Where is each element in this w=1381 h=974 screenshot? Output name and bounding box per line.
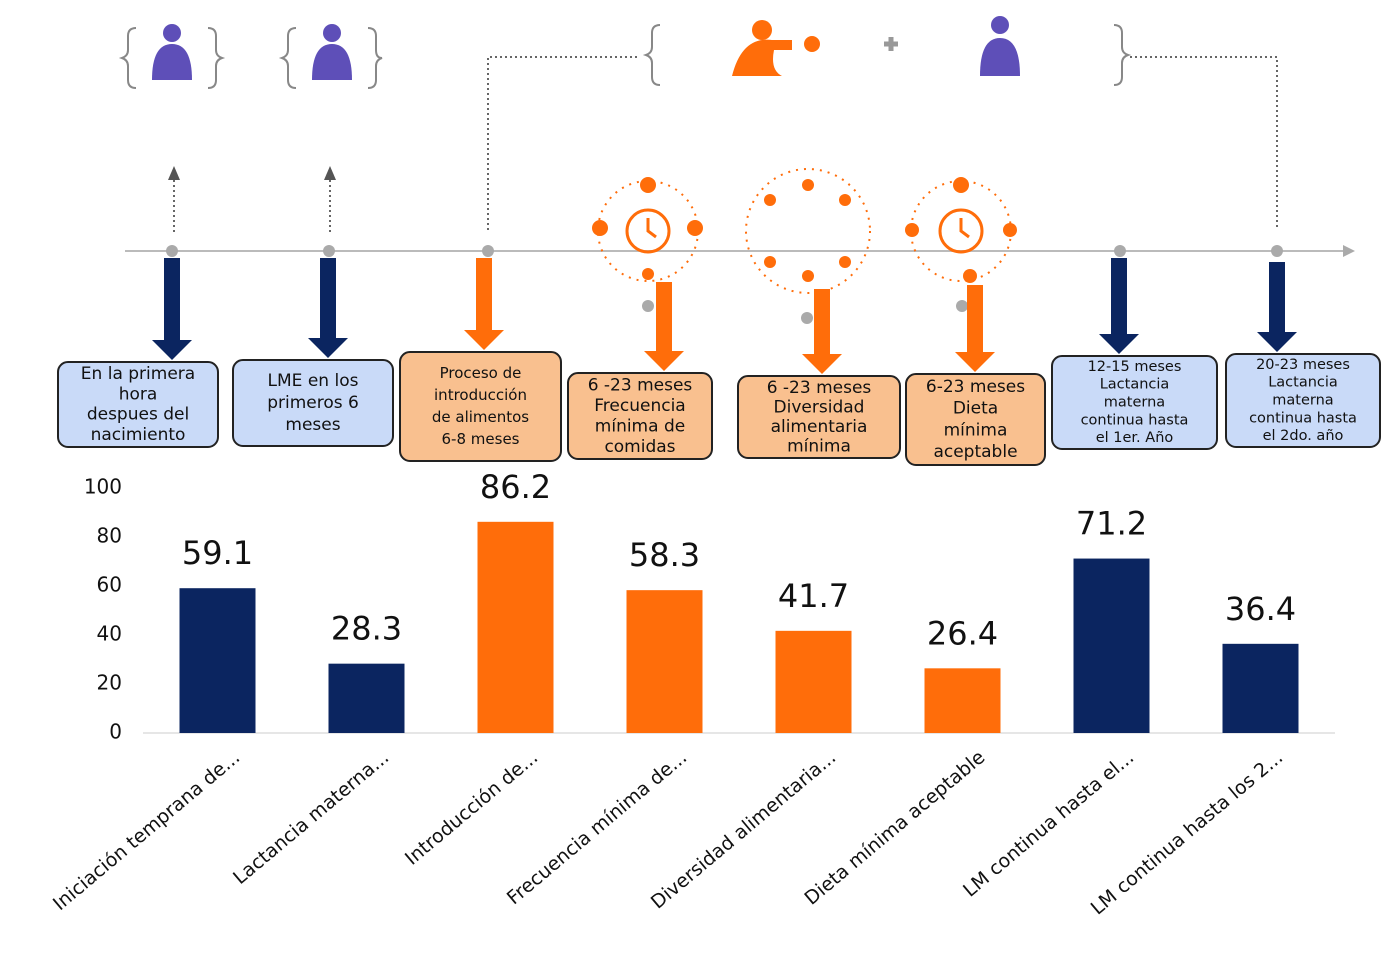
stage-text: comidas — [604, 437, 675, 457]
arrow-shaft — [1111, 258, 1127, 338]
bar — [179, 588, 256, 733]
stage-text: Proceso de — [440, 364, 522, 382]
stage-text: En la primera — [81, 364, 195, 384]
stage-text: mínima — [787, 436, 851, 456]
arrow-head — [464, 330, 504, 350]
stage-text: mínima de — [595, 416, 685, 436]
x-tick-label: LM continua hasta el... — [959, 746, 1138, 901]
timeline-dots — [166, 245, 1283, 324]
arrow-head — [802, 354, 842, 374]
value-label: 58.3 — [629, 536, 700, 574]
stage-text: nacimiento — [91, 425, 186, 445]
bar — [775, 630, 852, 733]
stage-text: materna — [1272, 393, 1333, 409]
arrow-head — [644, 351, 684, 371]
stage-text: Dieta — [953, 399, 998, 419]
dotted-connectors — [173, 56, 1278, 232]
stage-text: 6 -23 meses — [767, 378, 872, 398]
bar — [477, 521, 554, 733]
bar — [1073, 558, 1150, 733]
stage-text: meses — [285, 415, 340, 435]
arrow-head — [308, 338, 348, 358]
arrow-shaft — [1269, 262, 1285, 336]
stage-text: mínima — [944, 420, 1008, 440]
y-tick-label: 20 — [97, 671, 122, 695]
arrow-shaft — [164, 258, 180, 344]
stage-box — [399, 351, 562, 462]
stage-text: el 1er. Año — [1096, 430, 1174, 446]
arrow-head — [955, 352, 995, 372]
stage-text: 6-8 meses — [442, 430, 520, 448]
stage-text: alimentaria — [771, 417, 868, 437]
stage-text: aceptable — [933, 442, 1017, 462]
stage-text: Frecuencia — [594, 396, 685, 416]
arrow-head — [1099, 334, 1139, 354]
value-label: 36.4 — [1225, 590, 1296, 628]
value-label: 26.4 — [927, 614, 998, 652]
stage-text: despues del — [87, 405, 189, 425]
stage-box — [567, 372, 713, 460]
stage-text: 12-15 meses — [1088, 359, 1182, 375]
arrow-shaft — [967, 285, 983, 356]
arrow-head — [1257, 332, 1297, 352]
stage-text: primeros 6 — [267, 393, 359, 413]
stage-text: continua hasta — [1249, 410, 1357, 426]
timeline-arrow — [1343, 245, 1355, 257]
stage-text: Diversidad — [774, 397, 865, 417]
value-label: 71.2 — [1076, 505, 1147, 543]
stage-box — [57, 361, 219, 448]
stage-text: 20-23 meses — [1256, 357, 1350, 373]
stage-box — [1051, 355, 1218, 450]
y-tick-label: 80 — [97, 524, 122, 548]
x-tick-label: Iniciación temprana de... — [49, 746, 244, 915]
stage-text: materna — [1104, 395, 1165, 411]
stage-box — [232, 359, 394, 447]
stage-text: 6-23 meses — [926, 377, 1025, 397]
stage-text: introducción — [434, 386, 527, 404]
bar — [328, 663, 405, 733]
stage-text: continua hasta — [1081, 412, 1189, 428]
y-tick-label: 60 — [97, 573, 122, 597]
bar — [626, 590, 703, 733]
value-label: 86.2 — [480, 468, 551, 506]
value-label: 41.7 — [778, 577, 849, 615]
y-tick-label: 0 — [109, 720, 122, 744]
arrow-shaft — [320, 258, 336, 342]
stage-box — [905, 373, 1046, 466]
stage-box — [1225, 353, 1381, 448]
stage-box — [737, 375, 901, 459]
stage-text: el 2do. año — [1263, 428, 1344, 444]
arrow-shaft — [476, 258, 492, 334]
x-tick-label: Introducción de... — [401, 746, 542, 870]
value-label: 28.3 — [331, 610, 402, 648]
value-label: 59.1 — [182, 534, 253, 572]
arrow-head — [152, 340, 192, 360]
x-tick-label: Lactancia materna... — [229, 746, 393, 889]
stage-text: LME en los — [268, 371, 359, 391]
arrow-shaft — [656, 282, 672, 355]
y-tick-label: 100 — [84, 475, 122, 499]
icons — [118, 16, 1132, 294]
stage-text: 6 -23 meses — [588, 375, 693, 395]
stage-text: Lactancia — [1100, 377, 1170, 393]
arrow-shaft — [814, 289, 830, 358]
bar-chart: 0 20 40 60 80 100 Iniciación temprana de... 59.… — [49, 468, 1335, 920]
bar — [1222, 643, 1299, 733]
up-arrows — [168, 166, 336, 180]
y-tick-label: 40 — [97, 622, 122, 646]
stage-text: de alimentos — [432, 408, 529, 426]
bar — [924, 668, 1001, 733]
stage-text: hora — [119, 384, 158, 404]
stage-text: Lactancia — [1268, 375, 1338, 391]
